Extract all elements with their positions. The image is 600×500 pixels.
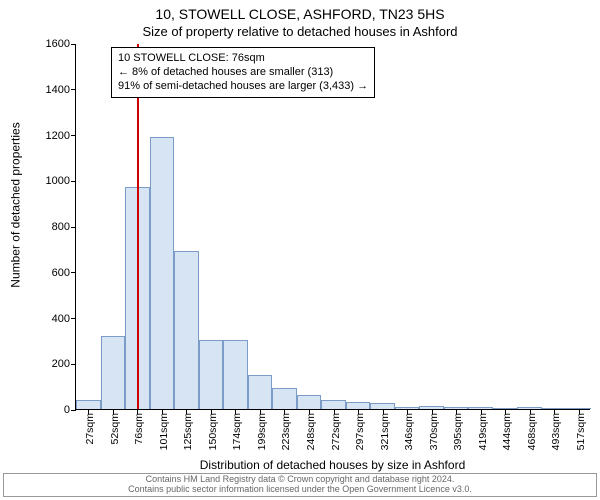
attribution-footer: Contains HM Land Registry data © Crown c…: [3, 473, 597, 497]
xtick-label: 101sqm: [158, 409, 170, 450]
bar: [101, 336, 126, 409]
xtick-label: 468sqm: [526, 409, 538, 450]
xtick-label: 493sqm: [550, 409, 562, 450]
footer-line-1: Contains HM Land Registry data © Crown c…: [146, 474, 455, 484]
bar: [199, 340, 224, 409]
bar: [297, 395, 322, 409]
ytick-label: 1600: [46, 38, 76, 50]
xtick-label: 125sqm: [182, 409, 194, 450]
ytick-label: 800: [52, 221, 76, 233]
ytick-label: 1400: [46, 84, 76, 96]
annotation-line: ← 8% of detached houses are smaller (313…: [118, 66, 368, 80]
bar: [321, 400, 346, 409]
ytick-label: 600: [52, 267, 76, 279]
xtick-label: 199sqm: [256, 409, 268, 450]
bar: [272, 388, 297, 409]
xtick-label: 52sqm: [109, 409, 121, 445]
reference-line: [137, 44, 139, 409]
xtick-label: 321sqm: [379, 409, 391, 450]
xtick-label: 370sqm: [428, 409, 440, 450]
bar: [223, 340, 248, 409]
bar: [248, 375, 273, 409]
plot-area: 10 STOWELL CLOSE: 76sqm← 8% of detached …: [75, 44, 590, 410]
xtick-label: 248sqm: [305, 409, 317, 450]
bar: [76, 400, 101, 409]
xtick-label: 517sqm: [575, 409, 587, 450]
footer-line-2: Contains public sector information licen…: [128, 484, 472, 494]
annotation-box: 10 STOWELL CLOSE: 76sqm← 8% of detached …: [111, 47, 375, 98]
xtick-label: 346sqm: [403, 409, 415, 450]
xtick-label: 297sqm: [354, 409, 366, 450]
ytick-label: 0: [64, 404, 76, 416]
ytick-label: 200: [52, 358, 76, 370]
xtick-label: 395sqm: [452, 409, 464, 450]
bar: [346, 402, 371, 409]
annotation-line: 91% of semi-detached houses are larger (…: [118, 80, 368, 94]
x-axis-label: Distribution of detached houses by size …: [75, 458, 590, 472]
bars-layer: [76, 44, 590, 409]
y-axis-label: Number of detached properties: [8, 0, 24, 410]
bar: [150, 137, 175, 409]
xtick-label: 444sqm: [501, 409, 513, 450]
chart-title: 10, STOWELL CLOSE, ASHFORD, TN23 5HS: [0, 6, 600, 22]
xtick-label: 272sqm: [330, 409, 342, 450]
xtick-label: 223sqm: [280, 409, 292, 450]
xtick-label: 76sqm: [133, 409, 145, 445]
ytick-label: 1200: [46, 130, 76, 142]
xtick-label: 419sqm: [477, 409, 489, 450]
annotation-line: 10 STOWELL CLOSE: 76sqm: [118, 52, 368, 66]
bar: [174, 251, 199, 409]
xtick-label: 27sqm: [84, 409, 96, 445]
chart-subtitle: Size of property relative to detached ho…: [0, 24, 600, 39]
ytick-label: 400: [52, 313, 76, 325]
xtick-label: 150sqm: [207, 409, 219, 450]
ytick-label: 1000: [46, 175, 76, 187]
chart-container: 10, STOWELL CLOSE, ASHFORD, TN23 5HS Siz…: [0, 0, 600, 500]
xtick-label: 174sqm: [231, 409, 243, 450]
